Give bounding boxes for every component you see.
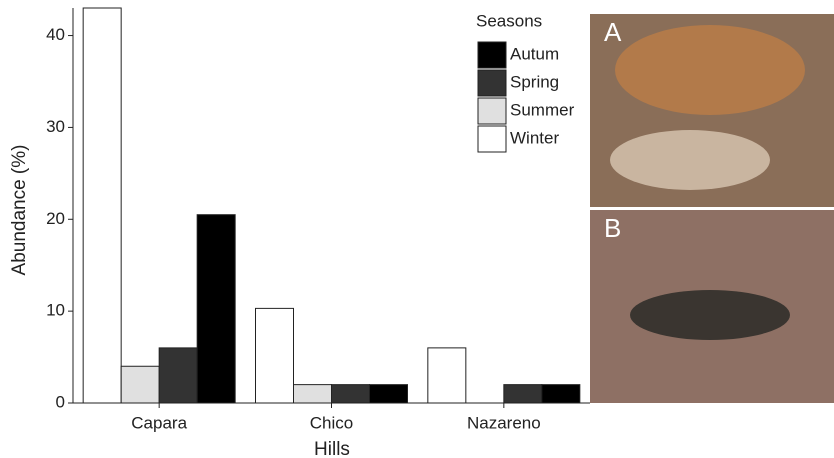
photo-a: A: [590, 14, 834, 207]
y-axis-label: Abundance (%): [9, 145, 30, 276]
legend-label: Spring: [510, 72, 559, 91]
bar: [293, 384, 332, 404]
y-tick-label: 10: [46, 301, 65, 320]
photo-b: B: [590, 210, 834, 403]
legend-swatch: [477, 97, 507, 125]
legend-label: Autum: [510, 44, 559, 63]
x-tick-label: Nazareno: [467, 413, 541, 432]
bar: [427, 347, 467, 404]
panel-label: B: [604, 213, 621, 243]
bar: [196, 214, 236, 404]
legend-swatch: [477, 125, 507, 153]
legend-label: Summer: [510, 100, 575, 119]
legend-title: Seasons: [476, 11, 542, 30]
bar: [503, 384, 543, 404]
y-tick-label: 20: [46, 209, 65, 228]
x-tick-label: Capara: [131, 413, 187, 432]
x-axis-label: Hills: [314, 439, 350, 458]
legend-swatch: [477, 41, 507, 69]
y-tick-label: 0: [56, 392, 65, 411]
bar: [82, 7, 122, 404]
bar: [120, 365, 160, 404]
legend-swatch: [477, 69, 507, 97]
rock: [615, 25, 805, 115]
y-tick-label: 40: [46, 25, 65, 44]
bar: [541, 384, 581, 404]
bar: [331, 384, 370, 404]
bats: [630, 290, 790, 340]
bar: [369, 384, 408, 404]
y-tick-label: 30: [46, 117, 65, 136]
legend-label: Winter: [510, 128, 559, 147]
bar: [158, 347, 198, 404]
x-tick-label: Chico: [310, 413, 353, 432]
ground: [610, 130, 770, 190]
panel-label: A: [604, 17, 622, 47]
bar: [255, 307, 294, 404]
